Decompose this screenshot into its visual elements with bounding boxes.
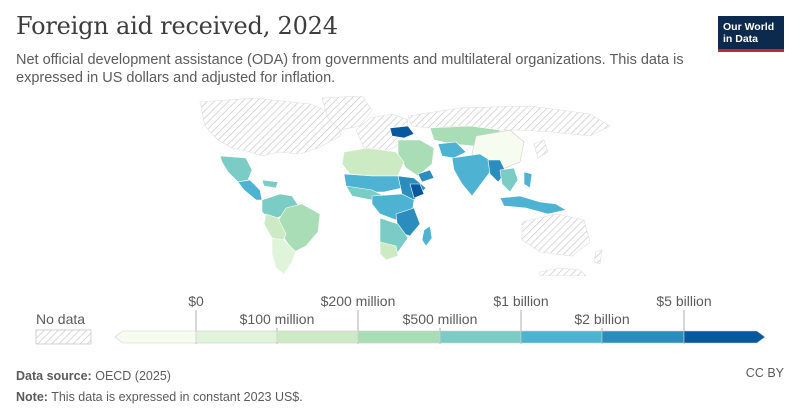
madagascar-region[interactable] [421, 225, 433, 247]
afghanistan-region[interactable] [437, 141, 467, 159]
new-zealand-region[interactable] [593, 249, 603, 265]
north-america-region[interactable] [199, 97, 346, 157]
owid-logo[interactable]: Our World in Data [718, 16, 784, 52]
legend-bin-200m-500m [357, 330, 441, 344]
legend-bin-100m-200m [276, 330, 359, 344]
map-legend: No data $0 $200 million $1 billion $5 bi… [35, 293, 766, 345]
data-source-line: Data source: OECD (2025) [16, 366, 303, 387]
central-america-region[interactable] [237, 179, 263, 201]
legend-label-1b: $1 billion [493, 293, 548, 309]
southern-cone-region[interactable] [271, 237, 297, 275]
no-data-label: No data [36, 311, 85, 327]
note-value: This data is expressed in constant 2023 … [51, 390, 303, 404]
caribbean-region[interactable] [261, 179, 279, 189]
logo-line-2: in Data [723, 32, 759, 45]
legend-bin-5b-plus [683, 330, 766, 344]
antarctica-region[interactable] [539, 267, 587, 276]
greenland-region[interactable] [321, 96, 373, 131]
yemen-region[interactable] [417, 169, 435, 183]
north-africa-region[interactable] [341, 147, 405, 177]
chart-title: Foreign aid received, 2024 [16, 12, 338, 40]
no-data-swatch [35, 329, 92, 345]
legend-bin-negative [114, 330, 197, 344]
footer: Data source: OECD (2025) Note: This data… [16, 366, 303, 408]
note-label: Note: [16, 390, 48, 404]
legend-bin-2b-5b [601, 330, 685, 344]
legend-label-0: $0 [188, 293, 204, 309]
legend-label-2b: $2 billion [574, 311, 629, 327]
source-label: Data source: [16, 369, 92, 383]
southeast-asia-region[interactable] [499, 167, 519, 193]
license-link[interactable]: CC BY [745, 366, 784, 380]
chart-subtitle: Net official development assistance (ODA… [16, 52, 684, 86]
ethiopia-somalia-region[interactable] [409, 183, 425, 199]
japan-region[interactable] [533, 139, 549, 159]
south-africa-region[interactable] [379, 241, 399, 261]
philippines-region[interactable] [523, 171, 533, 189]
legend-bin-0-100m [195, 330, 278, 344]
australia-region[interactable] [521, 213, 591, 257]
world-map [199, 96, 611, 276]
legend-bin-500m-1b [439, 330, 522, 344]
note-line: Note: This data is expressed in constant… [16, 387, 303, 408]
legend-label-200m: $200 million [321, 293, 396, 309]
mexico-region[interactable] [219, 155, 253, 183]
legend-label-100m: $100 million [240, 311, 315, 327]
legend-bin-1b-2b [520, 330, 603, 344]
indonesia-region[interactable] [499, 195, 567, 215]
legend-label-500m: $500 million [403, 311, 478, 327]
source-value[interactable]: OECD (2025) [95, 369, 171, 383]
legend-label-5b: $5 billion [656, 293, 711, 309]
ukraine-region[interactable] [389, 125, 415, 139]
india-region[interactable] [451, 153, 497, 197]
logo-line-1: Our World [723, 20, 775, 33]
